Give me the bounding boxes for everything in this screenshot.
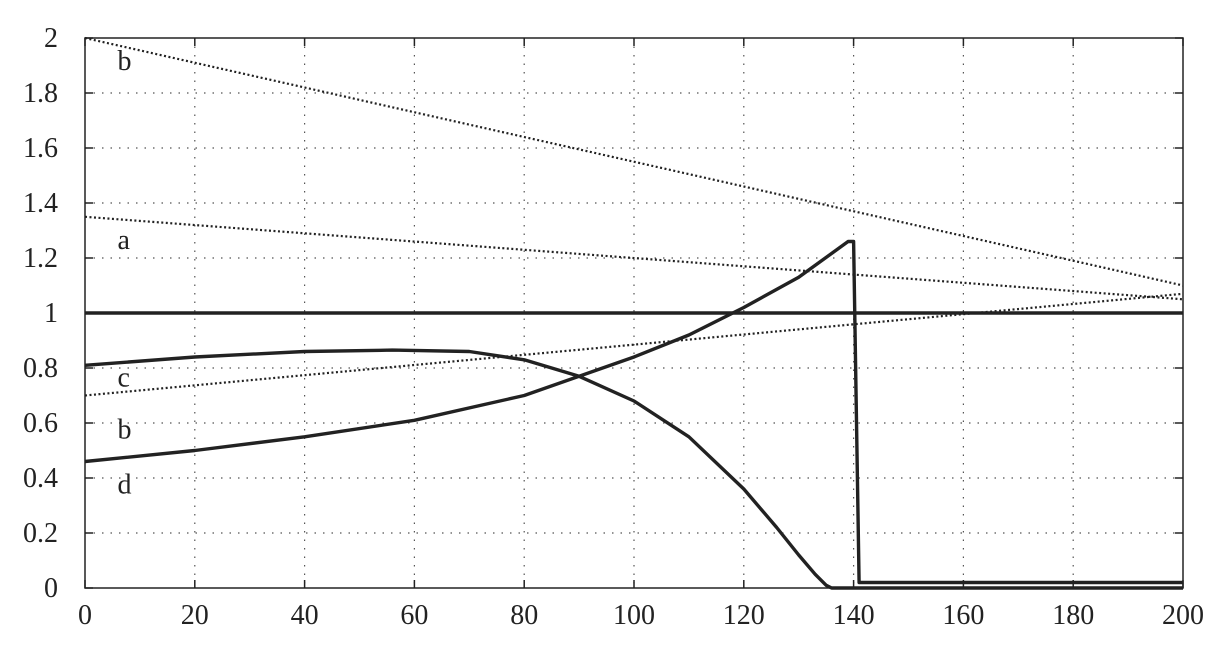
x-tick-label: 100 (613, 600, 655, 631)
series-line-c-dotted (84, 292, 1184, 397)
y-tick-label: 0.6 (23, 408, 58, 439)
y-tick-label: 1.4 (23, 188, 58, 219)
y-tick-label: 1.6 (23, 133, 58, 164)
y-tick-label: 0.2 (23, 518, 58, 549)
series-label-c: c (117, 362, 129, 393)
tick-marks (84, 37, 1184, 589)
x-tick-label: 60 (400, 600, 428, 631)
y-tick-label: 0 (44, 573, 58, 604)
x-tick-label: 180 (1052, 600, 1094, 631)
series-line-b-dotted (84, 36, 1184, 287)
x-tick-label: 0 (78, 600, 92, 631)
x-tick-label: 120 (723, 600, 765, 631)
x-tick-label: 20 (181, 600, 209, 631)
series-label-a: a (117, 225, 130, 256)
series-line-a-dotted (84, 215, 1184, 301)
y-tick-label: 2 (44, 23, 58, 54)
x-tick-label: 80 (510, 600, 538, 631)
x-tick-label: 140 (833, 600, 875, 631)
x-tick-label: 160 (942, 600, 984, 631)
series-label-b: b (117, 46, 131, 77)
y-tick-label: 0.8 (23, 353, 58, 384)
x-tick-label: 200 (1162, 600, 1204, 631)
y-tick-label: 0.4 (23, 463, 58, 494)
x-axis: 0 20 40 60 80 100 120 140 160 180 200 (78, 600, 1204, 631)
y-tick-label: 1 (44, 298, 58, 329)
x-tick-label: 40 (291, 600, 319, 631)
y-axis: 0 0.2 0.4 0.6 0.8 1 1.2 1.4 1.6 1.8 2 (23, 23, 58, 604)
y-tick-label: 1.2 (23, 243, 58, 274)
series-label-b: b (117, 415, 131, 446)
series-line-d-solid (84, 348, 1183, 590)
series-label-d: d (117, 470, 131, 501)
series-line-b-solid (84, 239, 1183, 585)
y-tick-label: 1.8 (23, 78, 58, 109)
